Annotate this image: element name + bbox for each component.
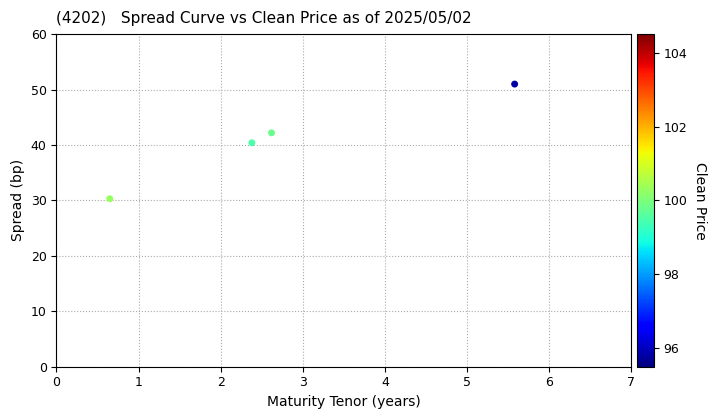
Point [246, 139, 258, 146]
Text: (4202)   Spread Curve vs Clean Price as of 2025/05/02: (4202) Spread Curve vs Clean Price as of… [56, 11, 472, 26]
Point [509, 81, 521, 87]
X-axis label: Maturity Tenor (years): Maturity Tenor (years) [267, 395, 420, 409]
Y-axis label: Spread (bp): Spread (bp) [11, 159, 25, 242]
Y-axis label: Clean Price: Clean Price [693, 162, 707, 239]
Point [104, 195, 115, 202]
Point [266, 129, 277, 136]
